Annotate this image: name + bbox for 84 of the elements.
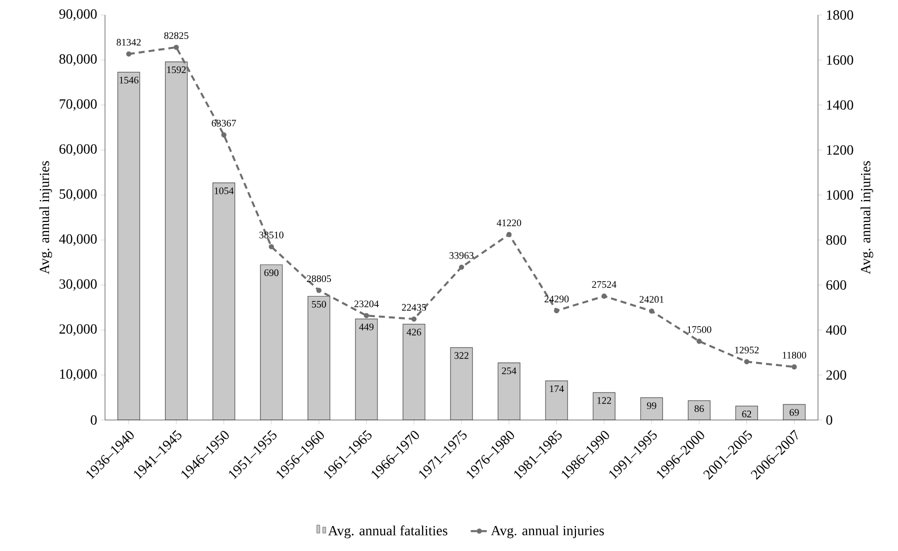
bar	[260, 264, 283, 420]
y2-tick-label: 0	[826, 415, 832, 425]
bar	[402, 324, 426, 420]
point	[126, 51, 132, 57]
data-label: 63367	[212, 120, 236, 127]
bar	[117, 72, 140, 420]
point	[268, 244, 274, 250]
data-label: 449	[359, 324, 374, 330]
data-label: 23204	[354, 300, 379, 308]
data-label: 22435	[402, 304, 426, 311]
y2-tick-label: 800	[826, 235, 846, 245]
y2-axis-title: Avg. annual injuries	[860, 161, 874, 274]
y2-tick-label: 400	[826, 325, 846, 335]
data-label: 24290	[544, 296, 569, 302]
data-label: 174	[550, 385, 564, 392]
data-label: 1592	[167, 66, 186, 74]
point	[316, 288, 322, 293]
point	[174, 44, 179, 50]
bar	[735, 406, 758, 420]
data-label: 62	[742, 410, 752, 418]
bar	[688, 400, 710, 420]
point	[554, 308, 560, 314]
bar	[545, 380, 568, 420]
data-label: 550	[312, 300, 326, 308]
y2-tick-label: 1800	[827, 10, 854, 20]
y-tick-label: 0	[90, 415, 97, 425]
data-label: 426	[406, 328, 422, 336]
data-label: 82825	[164, 32, 188, 39]
data-label: 17500	[688, 326, 712, 333]
y2-tick-label: 1400	[827, 100, 854, 110]
data-label: 86	[694, 405, 704, 412]
y-tick-label: 10,000	[60, 369, 97, 381]
bar	[592, 392, 616, 420]
legend-label: Avg. annual fatalities	[328, 525, 448, 538]
point	[364, 312, 370, 318]
bar	[308, 296, 330, 420]
data-label: 1054	[214, 187, 234, 194]
data-label: 28805	[306, 275, 331, 282]
point	[602, 294, 607, 299]
data-label: 81342	[116, 38, 141, 46]
y-tick-label: 60,000	[59, 144, 97, 156]
point	[744, 359, 750, 364]
y2-tick-label: 1200	[827, 145, 854, 155]
data-label: 41220	[496, 219, 522, 226]
data-label: 12952	[735, 346, 759, 354]
bar	[355, 318, 378, 420]
data-label: 24201	[640, 296, 664, 303]
bar	[165, 61, 188, 420]
point	[696, 338, 702, 344]
data-label: 690	[264, 269, 278, 276]
y2-tick-label: 600	[826, 280, 846, 290]
data-label: 322	[454, 352, 468, 359]
bar	[450, 347, 473, 420]
point	[458, 264, 464, 270]
data-label: 38510	[259, 232, 284, 238]
point	[221, 132, 226, 138]
data-label: 99	[646, 402, 656, 410]
data-label: 33963	[450, 252, 474, 259]
bar	[212, 182, 236, 420]
data-label: 69	[790, 409, 799, 416]
y-axis-title: Avg. annual injuries	[39, 161, 52, 274]
data-label: 1546	[120, 76, 138, 84]
bar	[498, 362, 520, 420]
data-label: 122	[598, 397, 612, 404]
point	[411, 316, 417, 322]
y2-tick-label: 1000	[827, 190, 854, 200]
legend-label: Avg. annual injuries	[490, 525, 604, 538]
y-tick-label: 40,000	[59, 234, 97, 246]
y2-tick-label: 200	[826, 370, 846, 380]
data-label: 11800	[782, 352, 806, 359]
point	[649, 308, 654, 314]
y-tick-label: 30,000	[60, 279, 97, 291]
point	[792, 364, 797, 370]
data-label: 254	[502, 367, 516, 374]
y2-tick-label: 1600	[827, 55, 854, 65]
data-label: 27524	[592, 281, 616, 288]
y-tick-label: 70,000	[60, 99, 97, 111]
y-tick-label: 90,000	[59, 9, 97, 21]
bar	[782, 404, 806, 420]
y-tick-label: 80,000	[59, 54, 97, 66]
y-tick-label: 50,000	[60, 189, 97, 201]
y-tick-label: 20,000	[59, 324, 97, 336]
point	[506, 232, 512, 238]
bar	[640, 397, 663, 420]
